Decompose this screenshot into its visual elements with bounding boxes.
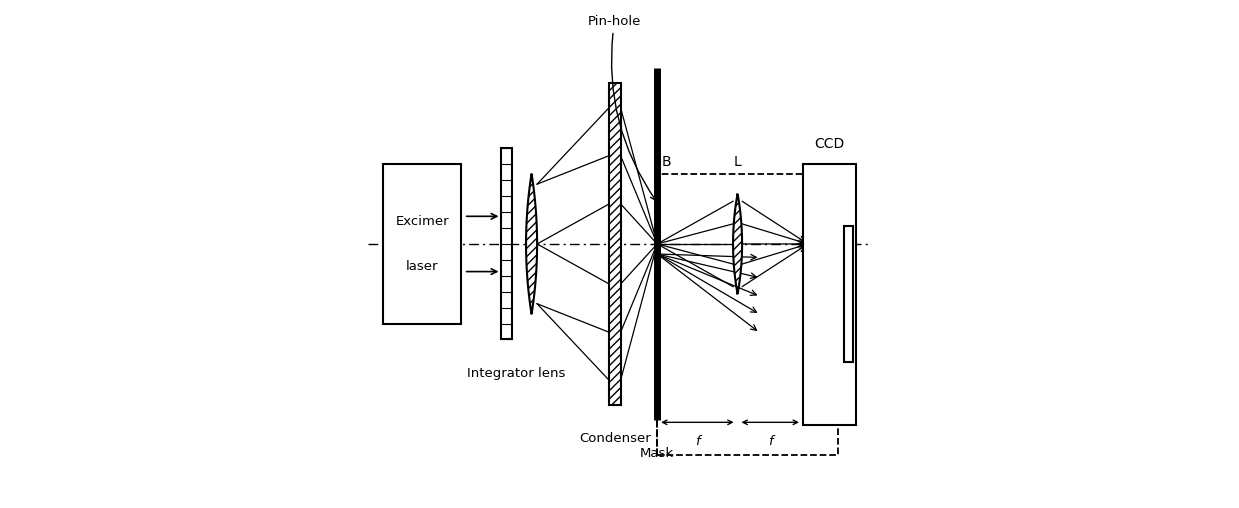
Text: Pin-hole: Pin-hole (587, 15, 655, 200)
Polygon shape (527, 174, 536, 314)
Text: Integrator lens: Integrator lens (467, 367, 566, 380)
Bar (657, 174, 838, 455)
Bar (383, 164, 461, 324)
Text: Condenser: Condenser (579, 432, 650, 446)
Bar (844, 226, 852, 362)
Text: Excimer: Excimer (395, 215, 449, 228)
Text: laser: laser (406, 260, 439, 273)
Polygon shape (733, 194, 742, 294)
Text: CCD: CCD (814, 137, 845, 151)
Text: f: f (695, 435, 700, 448)
Text: L: L (733, 154, 741, 169)
Text: Mask: Mask (641, 448, 674, 460)
Bar (803, 164, 856, 425)
Text: f: f (768, 435, 773, 448)
Text: B: B (662, 154, 670, 169)
Bar (502, 148, 513, 339)
Bar (610, 83, 621, 405)
